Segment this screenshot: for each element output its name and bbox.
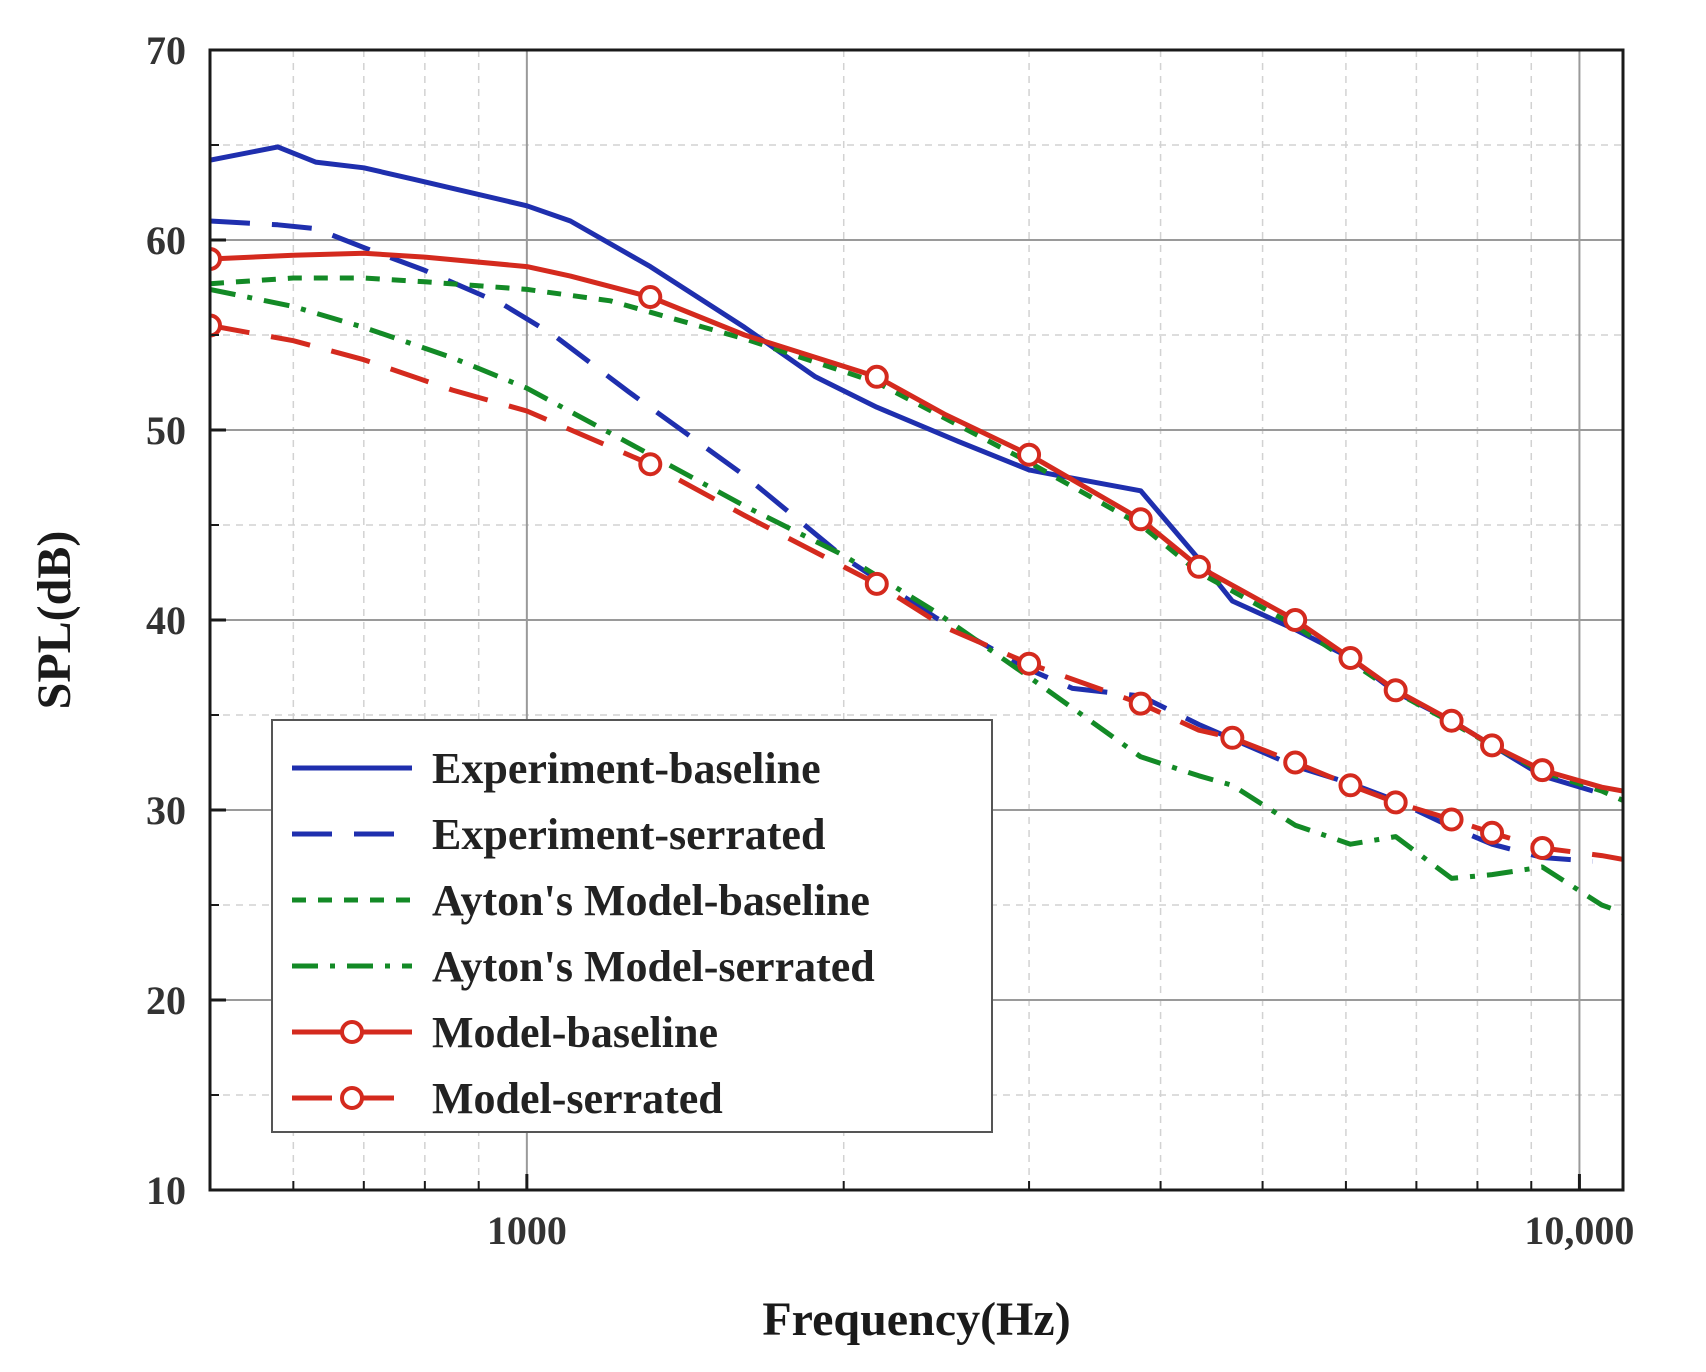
data-point-model-baseline [1439, 708, 1464, 733]
data-point-model-serrated [1383, 790, 1408, 815]
legend-label: Model-serrated [432, 1074, 723, 1123]
y-tick-label: 30 [146, 788, 186, 833]
legend-label: Experiment-serrated [432, 810, 825, 859]
tick-marks [210, 48, 1581, 1192]
data-point-model-serrated [1220, 725, 1245, 750]
y-tick-label: 70 [146, 28, 186, 73]
data-point-model-baseline [1530, 758, 1555, 783]
data-point-model-serrated [1338, 773, 1363, 798]
data-point-model-serrated [1439, 807, 1464, 832]
legend-item-experiment-baseline: Experiment-baseline [292, 744, 821, 793]
data-point-model-serrated [638, 452, 663, 477]
data-point-model-baseline [1017, 442, 1042, 467]
data-point-model-baseline [210, 247, 222, 271]
x-tick-label: 10,000 [1524, 1208, 1634, 1253]
data-point-model-serrated [1530, 836, 1555, 860]
data-point-model-baseline [1480, 733, 1505, 758]
legend-label: Ayton's Model-serrated [432, 942, 875, 991]
legend-marker [340, 1020, 364, 1044]
series-ayton-s-model-serrated [210, 286, 1623, 915]
legend-label: Model-baseline [432, 1008, 718, 1057]
y-tick-label: 50 [146, 408, 186, 453]
legend-item-model-serrated: Model-serrated [292, 1074, 723, 1123]
data-point-model-baseline [1128, 507, 1153, 532]
legend-item-model-baseline: Model-baseline [292, 1008, 718, 1057]
y-axis-title: SPL(dB) [28, 531, 81, 710]
data-point-model-baseline [1283, 608, 1308, 632]
data-point-model-serrated [1017, 651, 1042, 676]
x-axis-title: Frequency(Hz) [762, 1293, 1070, 1346]
y-tick-label: 10 [146, 1168, 186, 1213]
data-point-model-serrated [1283, 750, 1308, 775]
legend-label: Experiment-baseline [432, 744, 821, 793]
y-tick-label: 20 [146, 978, 186, 1023]
data-point-model-baseline [1383, 678, 1408, 703]
data-point-model-baseline [638, 285, 663, 309]
series-model-baseline [210, 247, 1623, 794]
y-tick-label: 60 [146, 218, 186, 263]
data-point-model-baseline [1186, 554, 1211, 579]
y-tick-label: 40 [146, 598, 186, 643]
legend: Experiment-baseline Experiment-serrated Ay… [271, 719, 993, 1133]
x-tick-label: 1000 [487, 1208, 567, 1253]
legend-marker [340, 1086, 364, 1110]
series-model-serrated [210, 313, 1623, 862]
data-point-model-serrated [1480, 820, 1505, 845]
legend-item-ayton-s-model-baseline: Ayton's Model-baseline [292, 876, 870, 925]
data-point-model-serrated [1128, 691, 1153, 716]
data-point-model-baseline [1338, 646, 1363, 670]
data-point-model-serrated [864, 571, 889, 596]
legend-box [271, 719, 993, 1133]
legend-label: Ayton's Model-baseline [432, 876, 870, 925]
tick-labels: 10 20 30 40 50 60 70 1000 10,000 [146, 28, 1634, 1253]
series-line-ayton-s-model-serrated [210, 286, 1623, 915]
legend-item-ayton-s-model-serrated: Ayton's Model-serrated [292, 942, 875, 991]
legend-item-experiment-serrated: Experiment-serrated [292, 810, 825, 859]
data-point-model-baseline [864, 364, 889, 389]
data-point-model-serrated [210, 313, 222, 338]
series-layer [210, 144, 1623, 915]
